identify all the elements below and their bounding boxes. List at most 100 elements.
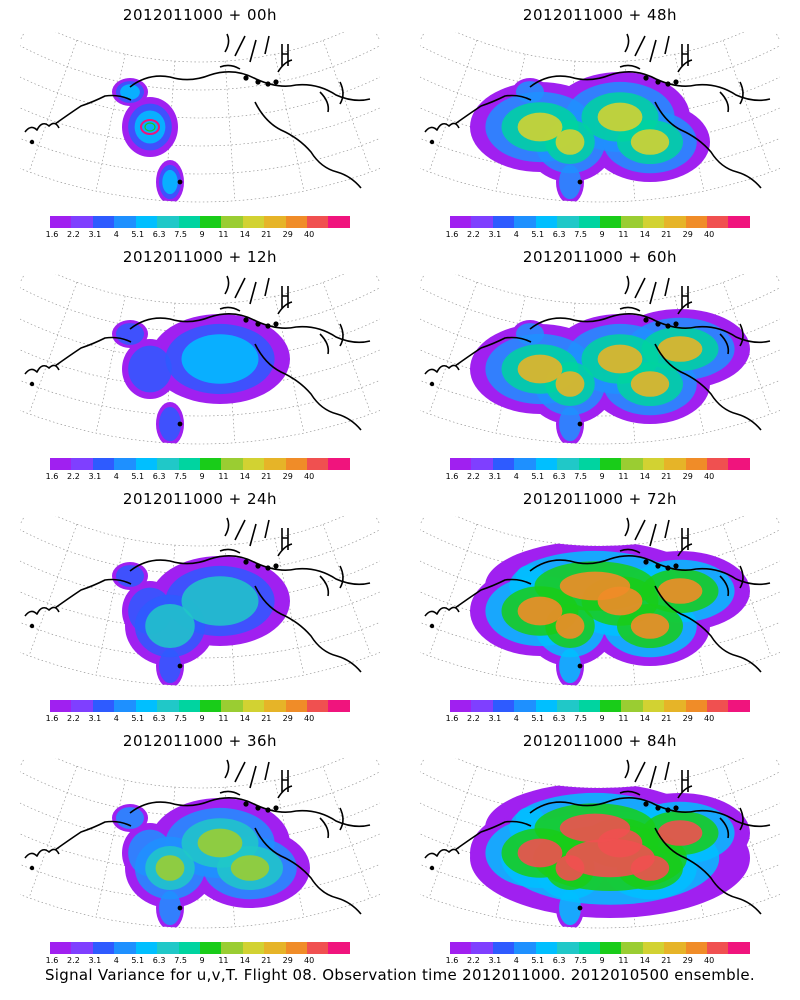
colorbar-tick-label: 6.3 bbox=[152, 230, 166, 239]
hudson-coastline bbox=[654, 101, 762, 189]
colorbar-swatch bbox=[450, 458, 472, 470]
variance-contour bbox=[559, 164, 581, 200]
colorbar-swatch bbox=[492, 942, 515, 954]
longitude-line bbox=[420, 516, 425, 526]
coastlines bbox=[424, 759, 771, 915]
labrador-coastline bbox=[719, 323, 744, 355]
variance-contour bbox=[517, 112, 563, 142]
colorbar-tick-label: 7.5 bbox=[574, 230, 587, 239]
small-island bbox=[29, 623, 35, 629]
colorbar-swatch bbox=[642, 942, 665, 954]
colorbar-swatch bbox=[71, 700, 93, 712]
colorbar-tick-label: 21 bbox=[261, 714, 272, 723]
colorbar-swatch bbox=[621, 700, 643, 712]
small-island bbox=[177, 179, 183, 185]
colorbar-tick-label: 21 bbox=[261, 230, 272, 239]
colorbar-tick-label: 29 bbox=[682, 956, 693, 965]
colorbar-swatch bbox=[450, 700, 472, 712]
alaska-coastline bbox=[24, 336, 132, 375]
latitude-line bbox=[420, 771, 780, 817]
small-island bbox=[429, 623, 435, 629]
variance-contour bbox=[657, 336, 703, 362]
colorbar-labels: 1.6 2.2 3.1 4 5.1 6.3 7.5 9 11 14 21 29 40 bbox=[46, 230, 350, 242]
colorbar-tick-label: 11 bbox=[618, 230, 629, 239]
colorbar-tick-label: 6.3 bbox=[552, 472, 566, 481]
panel-title: 2012011000 + 00h bbox=[122, 6, 278, 24]
longitude-line bbox=[274, 296, 305, 434]
variance-map bbox=[420, 32, 780, 203]
colorbar-tick-label: 2.2 bbox=[67, 230, 80, 239]
colorbar bbox=[50, 458, 350, 470]
colorbar-swatch bbox=[535, 700, 558, 712]
longitude-line bbox=[322, 282, 372, 414]
variance-contour bbox=[145, 604, 195, 648]
colorbar-swatch bbox=[92, 700, 115, 712]
colorbar-swatch bbox=[114, 216, 136, 228]
colorbar-tick-label: 9 bbox=[199, 714, 205, 723]
colorbar-swatch bbox=[264, 700, 286, 712]
alaska-coastline bbox=[424, 94, 532, 133]
colorbar-tick-label: 7.5 bbox=[174, 230, 187, 239]
colorbar-labels: 1.6 2.2 3.1 4 5.1 6.3 7.5 9 11 14 21 29 40 bbox=[446, 472, 750, 484]
small-island bbox=[665, 81, 671, 87]
hudson-coastline bbox=[654, 827, 762, 915]
longitude-line bbox=[274, 538, 305, 676]
small-island bbox=[273, 805, 279, 811]
colorbar-tick-label: 1.6 bbox=[445, 472, 459, 481]
colorbar-swatch bbox=[92, 216, 115, 228]
colorbar-tick-label: 3.1 bbox=[88, 714, 102, 723]
colorbar-swatch bbox=[642, 700, 665, 712]
colorbar-tick-label: 4 bbox=[513, 230, 519, 239]
longitude-line bbox=[420, 274, 425, 284]
latitude-line bbox=[455, 758, 745, 789]
variance-map bbox=[420, 758, 780, 929]
colorbar-swatch bbox=[621, 942, 643, 954]
colorbar-swatch bbox=[664, 942, 686, 954]
longitude-line bbox=[274, 54, 305, 192]
colorbar-swatch bbox=[471, 700, 493, 712]
colorbar-swatch bbox=[471, 942, 493, 954]
colorbar-swatch bbox=[707, 458, 729, 470]
latitude-line bbox=[20, 107, 380, 147]
colorbar-swatch bbox=[264, 216, 286, 228]
latitude-line bbox=[455, 32, 745, 63]
colorbar-swatch bbox=[664, 458, 686, 470]
map-panel-60h: 2012011000 + 60h 1.6 2.2 3.1 4 5.1 6.3 7.5 9 11 1… bbox=[420, 248, 780, 493]
latitude-line bbox=[55, 274, 345, 305]
variance-contour bbox=[159, 890, 181, 926]
panel-title: 2012011000 + 36h bbox=[122, 732, 278, 750]
latitude-line bbox=[455, 516, 745, 547]
colorbar-swatch bbox=[685, 942, 708, 954]
colorbar-swatch bbox=[621, 458, 643, 470]
colorbar-swatch bbox=[599, 942, 622, 954]
longitude-line bbox=[722, 282, 772, 414]
colorbar-swatch bbox=[157, 942, 179, 954]
longitude-line bbox=[20, 274, 25, 284]
colorbar-tick-label: 1.6 bbox=[445, 714, 459, 723]
longitude-line bbox=[322, 766, 372, 898]
colorbar-swatch bbox=[328, 458, 350, 470]
small-island bbox=[673, 321, 679, 327]
colorbar-swatch bbox=[328, 700, 350, 712]
colorbar-tick-label: 29 bbox=[682, 472, 693, 481]
variance-field bbox=[470, 783, 750, 929]
arctic-islands bbox=[219, 759, 293, 799]
colorbar-tick-label: 1.6 bbox=[45, 956, 59, 965]
colorbar bbox=[450, 942, 750, 954]
small-island bbox=[177, 905, 183, 911]
colorbar-tick-label: 4 bbox=[113, 956, 119, 965]
latitude-line bbox=[20, 287, 380, 333]
longitude-line bbox=[674, 54, 705, 192]
latitude-line bbox=[55, 758, 345, 789]
colorbar-tick-label: 14 bbox=[239, 472, 250, 481]
colorbar-tick-label: 1.6 bbox=[445, 230, 459, 239]
colorbar-tick-label: 1.6 bbox=[45, 230, 59, 239]
colorbar-swatch bbox=[535, 216, 558, 228]
colorbar-swatch bbox=[50, 942, 72, 954]
colorbar-tick-label: 6.3 bbox=[552, 714, 566, 723]
colorbar-tick-label: 14 bbox=[239, 714, 250, 723]
colorbar-swatch bbox=[307, 458, 329, 470]
small-island bbox=[655, 321, 661, 327]
colorbar-tick-label: 6.3 bbox=[152, 714, 166, 723]
colorbar-tick-label: 1.6 bbox=[45, 472, 59, 481]
